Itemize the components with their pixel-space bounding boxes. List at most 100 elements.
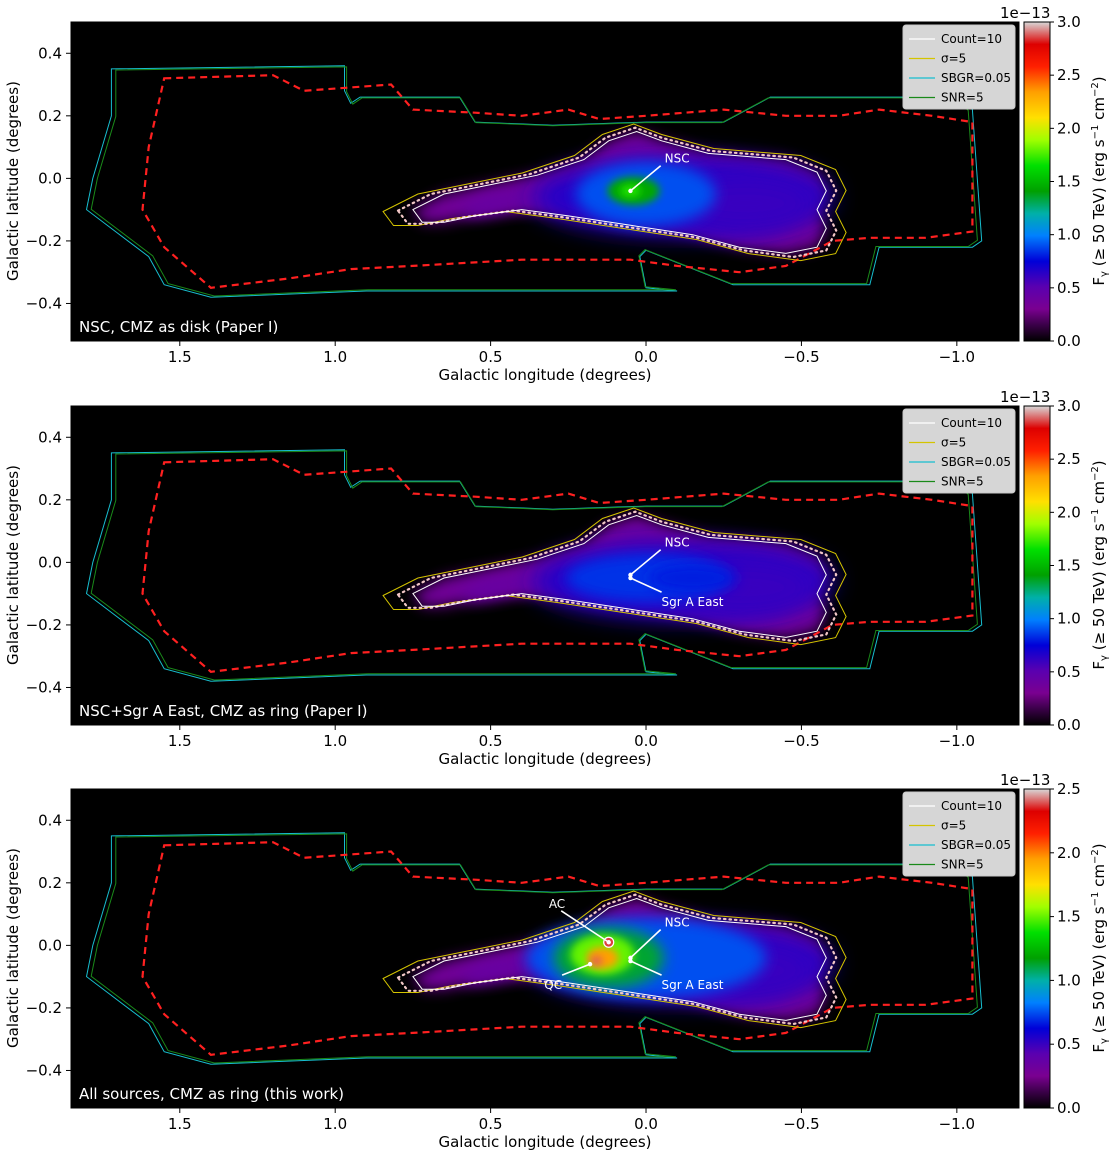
- annotation-arrowhead: [628, 958, 633, 964]
- legend-box: [902, 791, 1016, 877]
- annotation-arrowhead: [628, 572, 633, 578]
- annotation-arrow: [629, 549, 662, 576]
- panel-label: NSC+Sgr A East, CMZ as ring (Paper I): [79, 702, 367, 720]
- x-tick-label: −1.0: [939, 348, 975, 366]
- colorbar-tick-label: 3.0: [1057, 397, 1081, 415]
- colorbar-tick-label: 0.5: [1057, 1035, 1081, 1053]
- y-tick-label: 0.2: [38, 491, 62, 509]
- colorbar: 0.0 0.5 1.0 1.5 2.0 2.5 3.0: [1023, 397, 1081, 734]
- x-tick-label: −0.5: [783, 732, 819, 750]
- colorbar: 0.0 0.5 1.0 1.5 2.0 2.5: [1023, 780, 1081, 1117]
- axes-frame: [70, 788, 1020, 1109]
- axes-frame: [70, 405, 1020, 726]
- colorbar-multiplier: 1e−13: [1000, 4, 1050, 22]
- colorbar-label: Fγ (≥ 50 TeV) (erg s−1 cm−2): [1090, 460, 1110, 669]
- y-tick-label: −0.4: [26, 678, 62, 696]
- colorbar-tick-label: 1.5: [1057, 173, 1081, 191]
- contour-snr: [90, 833, 978, 1064]
- x-axis-label: Galactic longitude (degrees): [438, 1133, 651, 1151]
- contour-red-dashed: [141, 74, 974, 289]
- x-tick-label: 1.0: [323, 348, 347, 366]
- legend-label: Count=10: [941, 799, 1002, 813]
- panel-label: NSC, CMZ as disk (Paper I): [79, 318, 278, 336]
- annotation: Sgr A East: [628, 958, 724, 992]
- annotation-label: NSC: [665, 152, 690, 166]
- heat-peak: [590, 956, 603, 967]
- x-tick-label: 1.0: [323, 732, 347, 750]
- y-tick-label: −0.4: [26, 1061, 62, 1079]
- x-tick-label: −0.5: [783, 1115, 819, 1133]
- colorbar-tick-label: 2.5: [1057, 450, 1081, 468]
- contour-count: [412, 514, 827, 638]
- x-tick-label: 0.5: [479, 348, 503, 366]
- contour-snr: [90, 66, 978, 297]
- colorbar-tick-label: 2.0: [1057, 503, 1081, 521]
- annotation-arrow: [560, 910, 610, 943]
- x-tick-label: 1.0: [323, 1115, 347, 1133]
- contour-sbgr: [85, 832, 983, 1065]
- y-tick-label: −0.2: [26, 232, 62, 250]
- x-tick-label: 0.5: [479, 732, 503, 750]
- annotation-label: AC: [549, 897, 565, 911]
- colorbar-tick-label: 0.5: [1057, 663, 1081, 681]
- legend-label: SNR=5: [941, 475, 984, 489]
- colorbar-tick-label: 2.0: [1057, 844, 1081, 862]
- annotation-label: NSC: [665, 916, 690, 930]
- colorbar-tick-label: 2.0: [1057, 119, 1081, 137]
- annotation-label: QC: [544, 978, 562, 992]
- annotation-arrow: [561, 963, 591, 976]
- chart-panel: AC QC NSC Sgr A East All sources, CMZ as rin…: [26, 780, 1081, 1133]
- contour-count: [412, 130, 827, 254]
- heatmap-body: NSC: [85, 65, 983, 298]
- colorbar-tick-label: 0.0: [1057, 716, 1081, 734]
- legend-label: SNR=5: [941, 858, 984, 872]
- heatmap-emission: [412, 515, 834, 638]
- x-tick-label: 0.0: [634, 1115, 658, 1133]
- colorbar-label: Fγ (≥ 50 TeV) (erg s−1 cm−2): [1090, 843, 1110, 1052]
- annotation: NSC: [628, 152, 690, 194]
- colorbar-tick-label: 1.0: [1057, 610, 1081, 628]
- legend: Count=10 σ=5 SBGR=0.05 SNR=5: [902, 24, 1016, 110]
- colorbar: 0.0 0.5 1.0 1.5 2.0 2.5 3.0: [1023, 13, 1081, 350]
- contour-sbgr: [85, 65, 983, 298]
- y-axis-label: Galactic latitude (degrees): [4, 848, 22, 1048]
- colorbar-tick-label: 0.5: [1057, 279, 1081, 297]
- y-tick-label: 0.0: [38, 169, 62, 187]
- annotation-label: Sgr A East: [662, 978, 724, 992]
- y-tick-label: −0.4: [26, 294, 62, 312]
- heatmap-emission: [412, 898, 834, 1021]
- colorbar-tick-label: 2.5: [1057, 66, 1081, 84]
- y-tick-label: 0.4: [38, 428, 62, 446]
- annotation-label: NSC: [665, 536, 690, 550]
- colorbar-tick-label: 1.0: [1057, 971, 1081, 989]
- legend-label: Count=10: [941, 32, 1002, 46]
- axis-label-group: Galactic longitude (degrees) Galactic lo…: [4, 81, 652, 1151]
- y-tick-label: 0.4: [38, 811, 62, 829]
- colorbar-tick-label: 1.5: [1057, 908, 1081, 926]
- annotation-arrowhead: [628, 955, 633, 961]
- colorbar-title-group: Fγ (≥ 50 TeV) (erg s−1 cm−2) Fγ (≥ 50 Te…: [1090, 76, 1110, 1052]
- annotation: NSC: [628, 916, 690, 961]
- legend-label: σ=5: [941, 52, 966, 66]
- colorbar-tick-label: 1.5: [1057, 557, 1081, 575]
- x-tick-label: −1.0: [939, 732, 975, 750]
- y-tick-label: 0.0: [38, 553, 62, 571]
- annotation-label: Sgr A East: [662, 595, 724, 609]
- axes-frame: [70, 21, 1020, 342]
- chart-panel: NSC Sgr A East NSC+Sgr A East, CMZ as ring…: [26, 397, 1081, 750]
- colorbar-tick-label: 0.0: [1057, 1099, 1081, 1117]
- annotation: NSC: [628, 536, 690, 578]
- heatmap-body: AC QC NSC Sgr A East: [85, 832, 983, 1065]
- colorbar-gradient: [1023, 405, 1051, 726]
- x-tick-label: 1.5: [168, 732, 192, 750]
- annotation-arrowhead: [628, 188, 633, 194]
- colorbar-tick-label: 2.5: [1057, 780, 1081, 798]
- annotation-arrowhead: [587, 961, 593, 967]
- annotation-arrowhead: [628, 575, 633, 581]
- colorbar-label: Fγ (≥ 50 TeV) (erg s−1 cm−2): [1090, 76, 1110, 285]
- x-tick-label: 0.0: [634, 732, 658, 750]
- legend-label: σ=5: [941, 819, 966, 833]
- legend: Count=10 σ=5 SBGR=0.05 SNR=5: [902, 408, 1016, 494]
- annotation-arrow: [629, 165, 662, 192]
